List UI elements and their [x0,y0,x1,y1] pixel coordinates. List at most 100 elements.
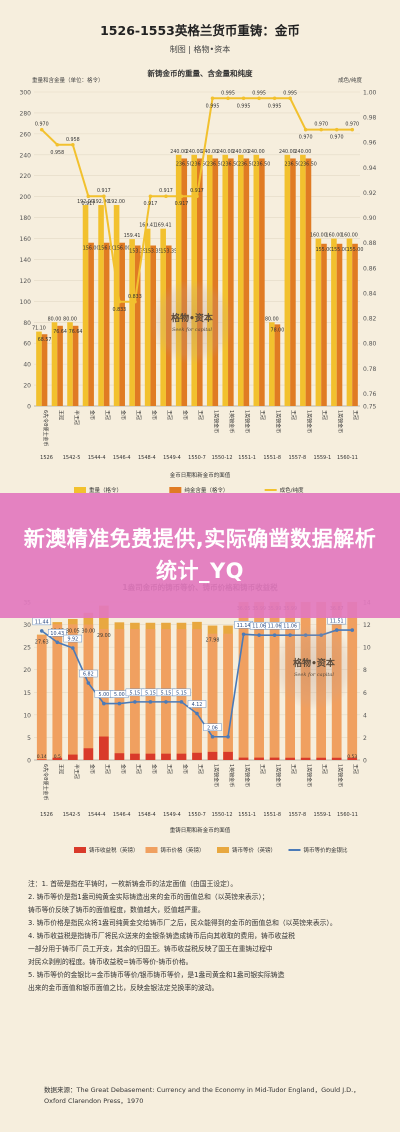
data-label-ratio: 6.82 [83,672,94,678]
source-note: 数据来源：The Great Debasement: Currency and … [44,1086,360,1105]
point-ratio [288,633,292,637]
page-title: 1526-1553英格兰货币重铸：金币 [100,23,300,38]
y-tick-label: 260 [20,131,32,138]
bar-gold [181,158,188,406]
data-label-weight: 80.00 [48,316,62,322]
x-tick-label: 1英镑金币 [228,764,235,787]
bar-tax [316,757,327,760]
note-line: 出来的金币面值和银币面值之比，反映金银法定兑换率的波动。 [28,984,219,992]
y2-tick-label: 10 [363,645,371,652]
bar-price [36,635,47,760]
bar-tax [145,753,156,760]
legend-label: 重量（格令） [89,486,122,494]
x-tick-label: 1英镑金币 [228,410,235,433]
bar-price [192,629,202,760]
banner-text: 新澳精准免费提供,实际确凿数据解析统计_YQ [23,527,377,583]
x-tick-label: 1英镑金币 [275,764,282,787]
y2-tick-label: 0.92 [363,190,377,197]
point-ratio [303,633,308,637]
chart-weight-fineness: 新铸金币的重量、含金量和纯度 0 20 40 60 80 100 120 140 160 180 20… [20,68,377,494]
note-line: 2. 铸币等价是指1盎司纯黄金实际铸造出来的金币的面值总和（以英镑来表示）； [28,893,269,901]
bar-tax [36,759,47,760]
y-tick-label: 20 [23,383,31,390]
x-tick-label: 1英镑金币 [275,410,282,433]
x-tick-label: 金币 [181,410,188,420]
y-tick-label: 20 [23,667,31,674]
bar-tax [83,748,94,760]
data-label-weight: 169.41 [139,223,156,229]
bar-weight [269,322,275,406]
data-label-ratio: 9.92 [67,637,78,643]
period-label: 1551-1 [238,455,256,461]
period-label: 1551-1 [238,812,256,818]
y-tick-label: 280 [20,110,32,117]
period-label: 1550-7 [188,455,206,461]
x-tick-label: 王冠 [166,764,172,774]
point-fineness [164,194,168,199]
point-fineness [179,194,184,199]
data-label-fineness: 0.833 [113,307,127,313]
data-label-ratio-box [280,621,300,630]
legend-swatch [74,847,86,853]
data-label-tax: 0.14 [37,754,47,760]
bar-weight [67,322,73,406]
data-label-weight: 169.41 [155,223,172,229]
data-label-ratio-box [63,634,83,643]
bar-tax [114,753,125,760]
data-label-ratio: 5.15 [130,690,141,696]
y-tick-label: 10 [23,712,31,719]
data-label-fineness: 0.917 [144,201,158,207]
y-tick-label: 15 [23,690,31,697]
note-line: 一部分用于铸币厂员工开支，其余的归国王。铸币收益税反映了国王在重铸过程中 [28,945,273,953]
period-label: 1542-5 [63,812,81,818]
x-tick-label: 1英镑金币 [306,410,313,433]
bar-price [67,624,78,760]
x-tick-label: 王冠 [290,764,296,774]
data-label-price: 30.05 [66,628,80,634]
y-tick-label: 60 [23,341,31,348]
y-axis-label: 重量和含金量（单位：格令） [32,76,104,84]
bar-price [347,602,358,760]
data-label-fineness: 0.995 [206,103,220,109]
y2-tick-label: 0.75 [363,404,377,411]
x-tick-label: 王冠 [104,410,110,420]
bar-weight [331,238,337,406]
data-label-gold: 76.64 [69,329,83,335]
y-tick-label: 120 [20,278,32,285]
period-label: 1548-4 [138,812,156,818]
data-label-ratio: 11.06 [252,624,266,630]
period-label: 1546-4 [113,455,131,461]
period-label: 1557-8 [288,812,306,818]
data-label-gold: 153.35 [129,248,146,254]
bar-price [223,633,233,760]
bar-price [331,602,342,760]
y-tick-label: 180 [20,215,32,222]
point-fineness [226,96,230,101]
x-tick-label: 1英镑金币 [213,410,220,433]
y2-tick-label: 0.82 [363,316,377,323]
bar-weight [160,228,166,406]
point-fineness [117,299,122,304]
bar-weight [175,154,182,406]
data-label-fineness: 0.970 [314,122,328,128]
data-label-gold: 236.50 [238,161,255,167]
data-label-fineness: 0.970 [299,135,313,141]
data-label-gold: 236.50 [191,161,208,167]
x-tick-label: 王冠 [290,410,296,420]
point-ratio [195,711,199,716]
data-label-fineness: 0.917 [175,201,189,207]
point-fineness [210,96,215,101]
data-label-gold: 76.64 [53,329,67,335]
y-tick-label: 160 [20,236,32,243]
bar-tax [161,753,171,760]
data-label-fineness: 0.995 [252,90,266,96]
y-tick-label: 40 [23,362,31,369]
point-fineness [71,142,75,147]
data-label-fineness: 0.995 [283,90,297,96]
x-tick-label: 半王冠 [73,410,80,425]
note-line: 铸币等价反映了铸币的面值程度，数值越大，贬值越严重。 [28,906,205,914]
bar-price [285,602,295,760]
y2-tick-label: 8 [363,667,367,674]
y2-tick-label: 0.76 [363,391,377,398]
y-tick-label: 140 [20,257,32,264]
